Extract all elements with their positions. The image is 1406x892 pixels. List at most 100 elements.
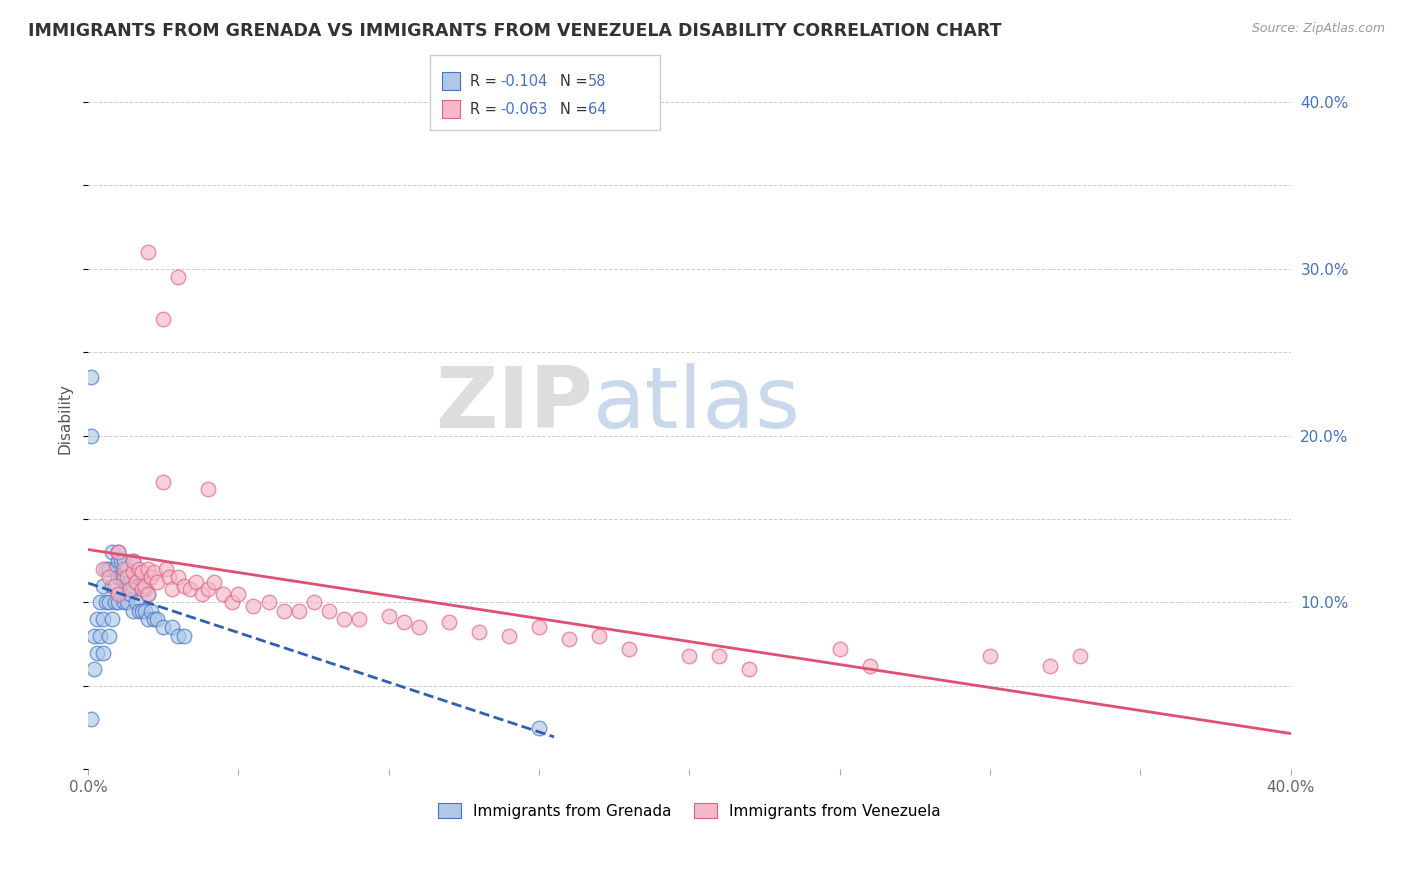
Point — [110, 587, 132, 601]
Point — [104, 595, 127, 609]
Point — [179, 582, 201, 596]
Point — [302, 595, 325, 609]
Bar — [430, 55, 659, 130]
Text: ZIP: ZIP — [436, 363, 593, 446]
Point — [173, 629, 195, 643]
Point — [101, 612, 124, 626]
Point — [80, 370, 103, 384]
Point — [101, 545, 124, 559]
Point — [91, 562, 114, 576]
Point — [191, 587, 214, 601]
Point — [152, 620, 174, 634]
Point — [98, 629, 121, 643]
Point — [738, 662, 761, 676]
Text: atlas: atlas — [593, 363, 801, 446]
Point — [83, 629, 105, 643]
Point — [134, 579, 156, 593]
Point — [104, 579, 127, 593]
Point — [146, 575, 169, 590]
Text: Source: ZipAtlas.com: Source: ZipAtlas.com — [1251, 22, 1385, 36]
Point — [98, 562, 121, 576]
Point — [1069, 648, 1091, 663]
Point — [80, 428, 103, 442]
Point — [122, 579, 145, 593]
Text: N =: N = — [560, 102, 592, 117]
Point — [498, 629, 520, 643]
Point — [212, 587, 235, 601]
Point — [437, 615, 460, 630]
Point — [152, 311, 174, 326]
Point — [228, 587, 250, 601]
Point — [91, 612, 114, 626]
Point — [257, 595, 280, 609]
Point — [588, 629, 610, 643]
Point — [197, 582, 219, 596]
Point — [143, 566, 166, 580]
Point — [115, 579, 138, 593]
Text: -0.104: -0.104 — [501, 74, 547, 88]
Point — [128, 579, 150, 593]
Point — [186, 575, 208, 590]
Point — [173, 579, 195, 593]
Point — [128, 562, 150, 576]
Point — [347, 612, 370, 626]
Point — [527, 721, 550, 735]
Point — [134, 582, 156, 596]
Y-axis label: Disability: Disability — [58, 384, 72, 454]
Point — [101, 579, 124, 593]
Point — [91, 579, 114, 593]
Point — [122, 566, 145, 580]
Point — [120, 582, 142, 596]
Point — [678, 648, 700, 663]
Point — [242, 599, 264, 613]
Point — [107, 587, 129, 601]
Point — [112, 595, 135, 609]
Point — [107, 595, 129, 609]
Bar — [441, 100, 460, 118]
Point — [125, 575, 148, 590]
Point — [122, 604, 145, 618]
Point — [709, 648, 731, 663]
Text: 64: 64 — [588, 102, 606, 117]
Point — [273, 604, 295, 618]
Point — [120, 570, 142, 584]
Point — [141, 570, 163, 584]
Point — [122, 554, 145, 568]
Point — [167, 629, 190, 643]
Point — [107, 545, 129, 559]
Point — [392, 615, 415, 630]
Point — [112, 554, 135, 568]
Point — [979, 648, 1001, 663]
Point — [120, 587, 142, 601]
Point — [86, 646, 108, 660]
Point — [197, 482, 219, 496]
Point — [96, 595, 118, 609]
Point — [143, 612, 166, 626]
Point — [89, 595, 111, 609]
Point — [128, 604, 150, 618]
Point — [1039, 658, 1062, 673]
Point — [98, 595, 121, 609]
Point — [107, 554, 129, 568]
Point — [131, 579, 153, 593]
Text: N =: N = — [560, 74, 592, 88]
Point — [104, 562, 127, 576]
Point — [91, 646, 114, 660]
Point — [828, 642, 851, 657]
Text: IMMIGRANTS FROM GRENADA VS IMMIGRANTS FROM VENEZUELA DISABILITY CORRELATION CHAR: IMMIGRANTS FROM GRENADA VS IMMIGRANTS FR… — [28, 22, 1001, 40]
Point — [112, 562, 135, 576]
Point — [125, 570, 148, 584]
Point — [115, 562, 138, 576]
Point — [221, 595, 243, 609]
Point — [155, 562, 177, 576]
Text: R =: R = — [470, 102, 502, 117]
Point — [859, 658, 882, 673]
Point — [157, 570, 180, 584]
Point — [80, 712, 103, 726]
Point — [131, 582, 153, 596]
Bar — [441, 72, 460, 90]
Point — [110, 554, 132, 568]
Point — [527, 620, 550, 634]
Point — [558, 632, 581, 647]
Point — [98, 570, 121, 584]
